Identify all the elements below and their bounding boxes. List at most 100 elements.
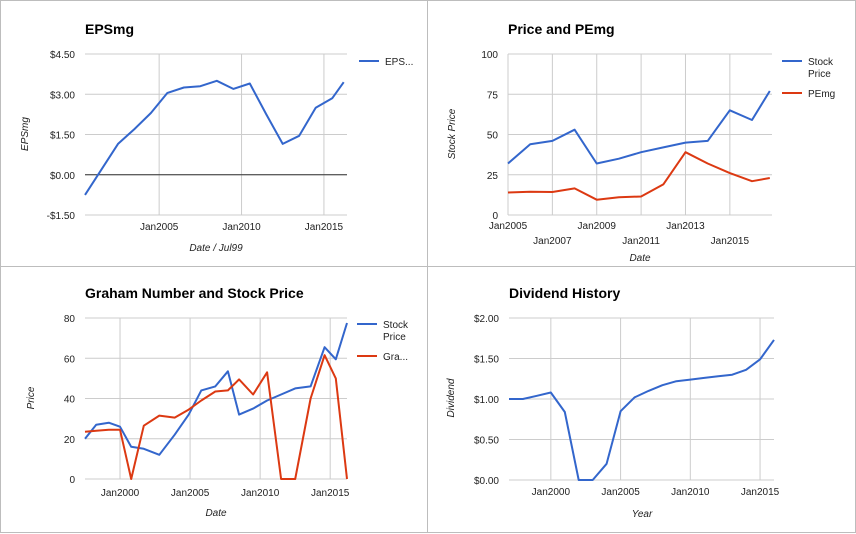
y-tick-label: 40 <box>64 395 76 406</box>
data-point <box>187 408 191 412</box>
series-line-1 <box>509 339 775 481</box>
x-axis-label: Date <box>205 508 227 519</box>
x-tick-label: Jan2015 <box>741 487 780 498</box>
data-point <box>550 139 554 143</box>
chart-graham: Graham Number and Stock Price 80 60 40 20 0 Ja… <box>26 285 409 519</box>
y-tick-label: $4.50 <box>50 50 75 61</box>
data-point <box>330 96 334 100</box>
data-point <box>507 397 511 401</box>
x-tick-label: Jan2015 <box>711 236 750 247</box>
legend-label: Stock Price <box>808 57 834 80</box>
data-point <box>730 373 734 377</box>
data-point <box>182 86 186 90</box>
x-tick-label: Jan2010 <box>222 222 261 233</box>
data-point <box>199 388 203 392</box>
legend-label-line: Price <box>383 332 406 343</box>
x-tick-label: Jan2015 <box>305 222 344 233</box>
data-point <box>768 89 772 93</box>
data-point <box>577 478 581 482</box>
data-point <box>309 384 313 388</box>
legend-label: EPS... <box>385 57 413 68</box>
data-point <box>674 379 678 383</box>
y-tick-label: 50 <box>487 131 499 142</box>
data-point <box>83 437 87 441</box>
data-point <box>157 453 161 457</box>
chart-panel-graham: Graham Number and Stock Price 80 60 40 20 0 Ja… <box>0 266 428 533</box>
data-point <box>605 462 609 466</box>
x-tick-label: Jan2009 <box>578 221 617 232</box>
data-point <box>661 145 665 149</box>
data-point <box>688 378 692 382</box>
data-point <box>264 112 268 116</box>
data-point <box>716 374 720 378</box>
data-point <box>281 142 285 146</box>
legend-label-line: PEmg <box>808 89 835 100</box>
data-point <box>142 424 146 428</box>
data-point <box>265 370 269 374</box>
y-axis-label: Dividend <box>446 378 457 417</box>
data-point <box>129 445 133 449</box>
data-point <box>129 477 133 481</box>
x-tick-label: Jan2005 <box>601 487 640 498</box>
x-tick-label: Jan2000 <box>532 487 571 498</box>
y-tick-label: $1.50 <box>50 131 75 142</box>
data-point <box>149 111 153 115</box>
y-tick-label: 20 <box>64 435 76 446</box>
x-tick-label: Jan2005 <box>140 222 179 233</box>
y-tick-label: 80 <box>64 314 76 325</box>
data-point <box>165 91 169 95</box>
series-line-1 <box>84 79 345 196</box>
y-tick-label: 25 <box>487 171 499 182</box>
y-axis-label: Price <box>26 386 37 409</box>
data-point <box>345 477 349 481</box>
x-tick-label: Jan2007 <box>533 236 572 247</box>
data-point <box>187 413 191 417</box>
y-tick-label: $1.00 <box>474 395 499 406</box>
data-point <box>265 399 269 403</box>
data-point <box>639 194 643 198</box>
data-point <box>334 376 338 380</box>
data-point <box>633 395 637 399</box>
data-point <box>521 397 525 401</box>
series-line-1 <box>507 90 771 165</box>
legend-label: Stock Price <box>383 320 409 343</box>
data-point <box>683 141 687 145</box>
x-tick-label: Jan2015 <box>311 488 350 499</box>
data-point <box>118 428 122 432</box>
data-point <box>661 182 665 186</box>
y-tick-label: -$1.50 <box>47 211 76 222</box>
y-tick-label: $3.00 <box>50 90 75 101</box>
y-tick-label: 75 <box>487 90 499 101</box>
x-tick-label: Jan2010 <box>671 487 710 498</box>
data-point <box>573 186 577 190</box>
chart-panel-dividend: Dividend History $2.00 $1.50 $1.00 $0.50 $0.0… <box>427 266 856 533</box>
data-point <box>231 87 235 91</box>
data-point <box>683 150 687 154</box>
data-point <box>279 392 283 396</box>
chart-dividend: Dividend History $2.00 $1.50 $1.00 $0.50 $0.0… <box>446 285 780 520</box>
data-point <box>83 430 87 434</box>
data-point <box>237 377 241 381</box>
data-point <box>768 176 772 180</box>
data-point <box>750 179 754 183</box>
legend-label: PEmg <box>808 89 835 100</box>
legend-label: Gra... <box>383 352 408 363</box>
y-axis-label: Stock Price <box>447 108 458 159</box>
x-tick-label: Jan2000 <box>101 488 140 499</box>
data-point <box>309 397 313 401</box>
series-line-2 <box>84 354 348 480</box>
y-tick-label: $0.00 <box>50 171 75 182</box>
data-point <box>142 447 146 451</box>
data-point <box>563 410 567 414</box>
chart-title: Graham Number and Stock Price <box>85 285 304 301</box>
data-point <box>293 477 297 481</box>
data-point <box>314 106 318 110</box>
x-axis-label: Date <box>629 253 651 264</box>
x-tick-label: Jan2013 <box>666 221 705 232</box>
x-axis-label: Date / Jul99 <box>189 243 243 254</box>
data-point <box>215 79 219 83</box>
y-tick-label: 0 <box>69 475 75 486</box>
data-point <box>573 128 577 132</box>
data-point <box>506 190 510 194</box>
data-point <box>549 391 553 395</box>
